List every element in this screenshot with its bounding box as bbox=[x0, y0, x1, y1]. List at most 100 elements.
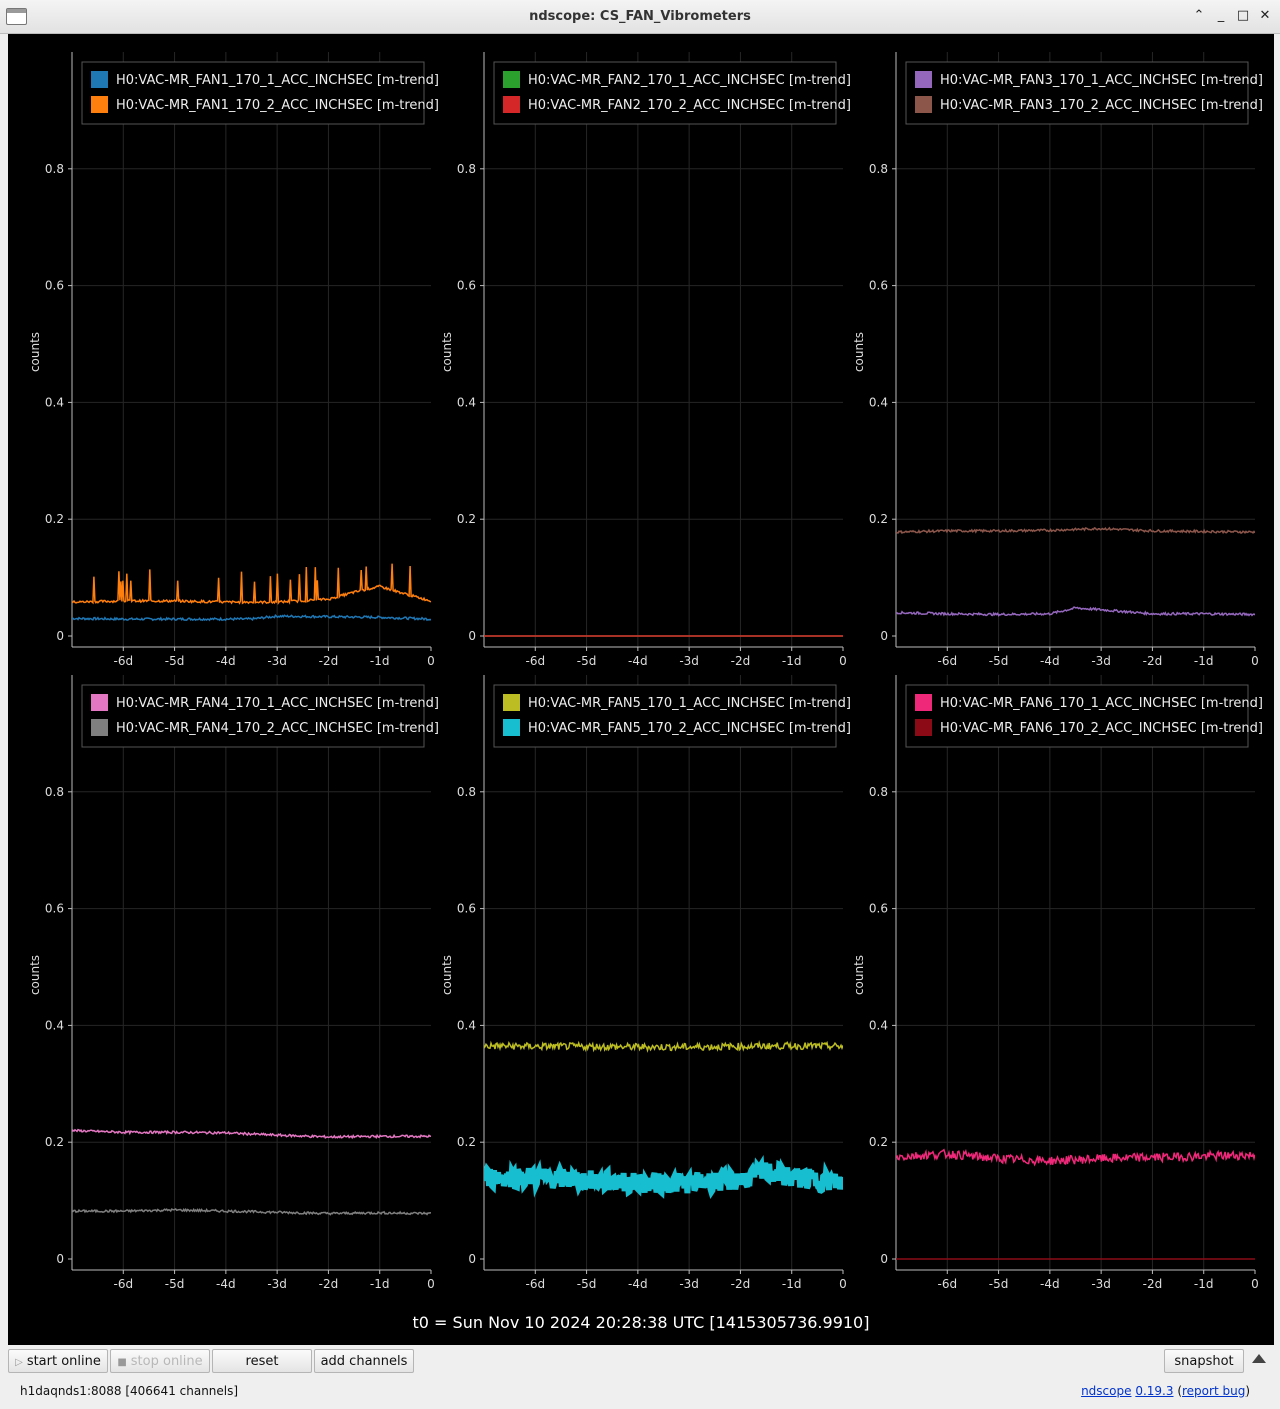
x-tick-label: 0 bbox=[839, 654, 847, 668]
legend-box bbox=[81, 684, 425, 748]
y-axis-label: counts bbox=[28, 955, 42, 995]
pin-icon[interactable]: ⌃ bbox=[1193, 8, 1205, 23]
snapshot-button[interactable]: snapshot bbox=[1164, 1349, 1244, 1373]
x-tick-label: -5d bbox=[165, 1277, 185, 1291]
x-tick-label: -4d bbox=[216, 1277, 236, 1291]
x-tick-label: -2d bbox=[319, 1277, 339, 1291]
ndscope-link[interactable]: ndscope bbox=[1081, 1384, 1132, 1398]
legend-entry: H0:VAC-MR_FAN3_170_1_ACC_INCHSEC [m-tren… bbox=[940, 73, 1263, 88]
legend-swatch bbox=[91, 71, 108, 88]
x-tick-label: -2d bbox=[1143, 654, 1163, 668]
legend-box bbox=[905, 684, 1249, 748]
legend-entry: H0:VAC-MR_FAN2_170_2_ACC_INCHSEC [m-tren… bbox=[528, 98, 851, 113]
x-tick-label: -3d bbox=[679, 1277, 699, 1291]
x-tick-label: -2d bbox=[731, 654, 751, 668]
collapse-icon[interactable] bbox=[1252, 1354, 1266, 1363]
y-tick-label: 0 bbox=[56, 629, 64, 643]
y-tick-label: 0.8 bbox=[45, 785, 64, 799]
close-icon[interactable]: ✕ bbox=[1259, 8, 1271, 23]
x-tick-label: -1d bbox=[1194, 1277, 1214, 1291]
legend-swatch bbox=[91, 694, 108, 711]
series-line bbox=[72, 1128, 431, 1140]
x-tick-label: -4d bbox=[628, 1277, 648, 1291]
y-tick-label: 0.4 bbox=[45, 395, 64, 409]
x-tick-label: 0 bbox=[427, 1277, 435, 1291]
legend-swatch bbox=[503, 96, 520, 113]
y-tick-label: 0 bbox=[468, 629, 476, 643]
legend-box bbox=[493, 684, 837, 748]
x-tick-label: -4d bbox=[1040, 654, 1060, 668]
title-bar: ndscope: CS_FAN_Vibrometers ⌃ _ □ ✕ bbox=[0, 0, 1280, 34]
start-online-button[interactable]: ▷ start online bbox=[8, 1349, 108, 1373]
plot-area[interactable]: 0 0.2 0.4 0.6 0.8 -6d -5d -4d -3d -2d -1d 0 counts H0… bbox=[8, 34, 1274, 1345]
y-tick-label: 0 bbox=[880, 1252, 888, 1266]
add-channels-button[interactable]: add channels bbox=[314, 1349, 414, 1373]
series-line bbox=[72, 1207, 431, 1216]
y-tick-label: 0.2 bbox=[457, 1135, 476, 1149]
y-tick-label: 0.8 bbox=[457, 162, 476, 176]
y-tick-label: 0.2 bbox=[869, 1135, 888, 1149]
legend-swatch bbox=[915, 694, 932, 711]
legend-entry: H0:VAC-MR_FAN6_170_1_ACC_INCHSEC [m-tren… bbox=[940, 696, 1263, 711]
y-tick-label: 0.2 bbox=[869, 512, 888, 526]
series-line bbox=[484, 1154, 843, 1200]
y-tick-label: 0.4 bbox=[869, 395, 888, 409]
legend-swatch bbox=[503, 719, 520, 736]
legend-swatch bbox=[915, 71, 932, 88]
y-tick-label: 0.2 bbox=[457, 512, 476, 526]
x-tick-label: -3d bbox=[1091, 654, 1111, 668]
version-link[interactable]: 0.19.3 bbox=[1135, 1384, 1174, 1398]
series-group bbox=[484, 1039, 843, 1200]
version-info: ndscope 0.19.3 (report bug) bbox=[1081, 1384, 1250, 1398]
x-tick-label: 0 bbox=[1251, 1277, 1259, 1291]
y-tick-label: 0 bbox=[56, 1252, 64, 1266]
plot-3: 0 0.2 0.4 0.6 0.8 -6d -5d -4d -3d -2d -1d 0 counts H0… bbox=[852, 52, 1263, 668]
series-group bbox=[72, 563, 431, 622]
legend-entry: H0:VAC-MR_FAN2_170_1_ACC_INCHSEC [m-tren… bbox=[528, 73, 851, 88]
series-group bbox=[896, 1148, 1255, 1260]
reset-button[interactable]: reset bbox=[212, 1349, 312, 1373]
x-tick-label: -1d bbox=[782, 1277, 802, 1291]
y-tick-label: 0.6 bbox=[45, 279, 64, 293]
y-tick-label: 0.4 bbox=[457, 395, 476, 409]
x-tick-label: -4d bbox=[216, 654, 236, 668]
maximize-icon[interactable]: □ bbox=[1236, 8, 1250, 23]
series-line bbox=[484, 1039, 843, 1053]
legend-swatch bbox=[91, 96, 108, 113]
series-line bbox=[896, 526, 1255, 535]
y-axis-label: counts bbox=[852, 955, 866, 995]
stop-online-button[interactable]: ■ stop online bbox=[110, 1349, 210, 1373]
series-line bbox=[72, 563, 431, 606]
x-tick-label: 0 bbox=[1251, 654, 1259, 668]
y-tick-label: 0.8 bbox=[869, 785, 888, 799]
y-tick-label: 0.2 bbox=[45, 1135, 64, 1149]
y-tick-label: 0.4 bbox=[45, 1018, 64, 1032]
y-axis-label: counts bbox=[28, 332, 42, 372]
legend-entry: H0:VAC-MR_FAN4_170_1_ACC_INCHSEC [m-tren… bbox=[116, 696, 439, 711]
series-line bbox=[896, 606, 1255, 617]
series-group bbox=[896, 526, 1255, 617]
legend-swatch bbox=[915, 719, 932, 736]
x-tick-label: -6d bbox=[525, 654, 545, 668]
window-title: ndscope: CS_FAN_Vibrometers bbox=[529, 9, 751, 24]
legend-swatch bbox=[915, 96, 932, 113]
x-tick-label: -5d bbox=[577, 654, 597, 668]
app-icon[interactable] bbox=[6, 8, 27, 25]
y-axis-label: counts bbox=[852, 332, 866, 372]
x-tick-label: -3d bbox=[267, 654, 287, 668]
legend-box bbox=[493, 61, 837, 125]
legend-entry: H0:VAC-MR_FAN6_170_2_ACC_INCHSEC [m-tren… bbox=[940, 721, 1263, 736]
plot-1: 0 0.2 0.4 0.6 0.8 -6d -5d -4d -3d -2d -1d 0 counts H0… bbox=[28, 52, 439, 668]
x-tick-label: -6d bbox=[113, 654, 133, 668]
x-tick-label: -4d bbox=[628, 654, 648, 668]
x-tick-label: -6d bbox=[525, 1277, 545, 1291]
y-tick-label: 0.4 bbox=[457, 1018, 476, 1032]
x-tick-label: -2d bbox=[1143, 1277, 1163, 1291]
series-line bbox=[72, 614, 431, 622]
minimize-icon[interactable]: _ bbox=[1217, 8, 1225, 23]
y-tick-label: 0.6 bbox=[869, 902, 888, 916]
report-bug-link[interactable]: report bug bbox=[1182, 1384, 1246, 1398]
plot-4: 0 0.2 0.4 0.6 0.8 -6d -5d -4d -3d -2d -1d 0 counts H0… bbox=[28, 675, 439, 1291]
x-tick-label: -6d bbox=[937, 654, 957, 668]
legend-entry: H0:VAC-MR_FAN5_170_1_ACC_INCHSEC [m-tren… bbox=[528, 696, 851, 711]
